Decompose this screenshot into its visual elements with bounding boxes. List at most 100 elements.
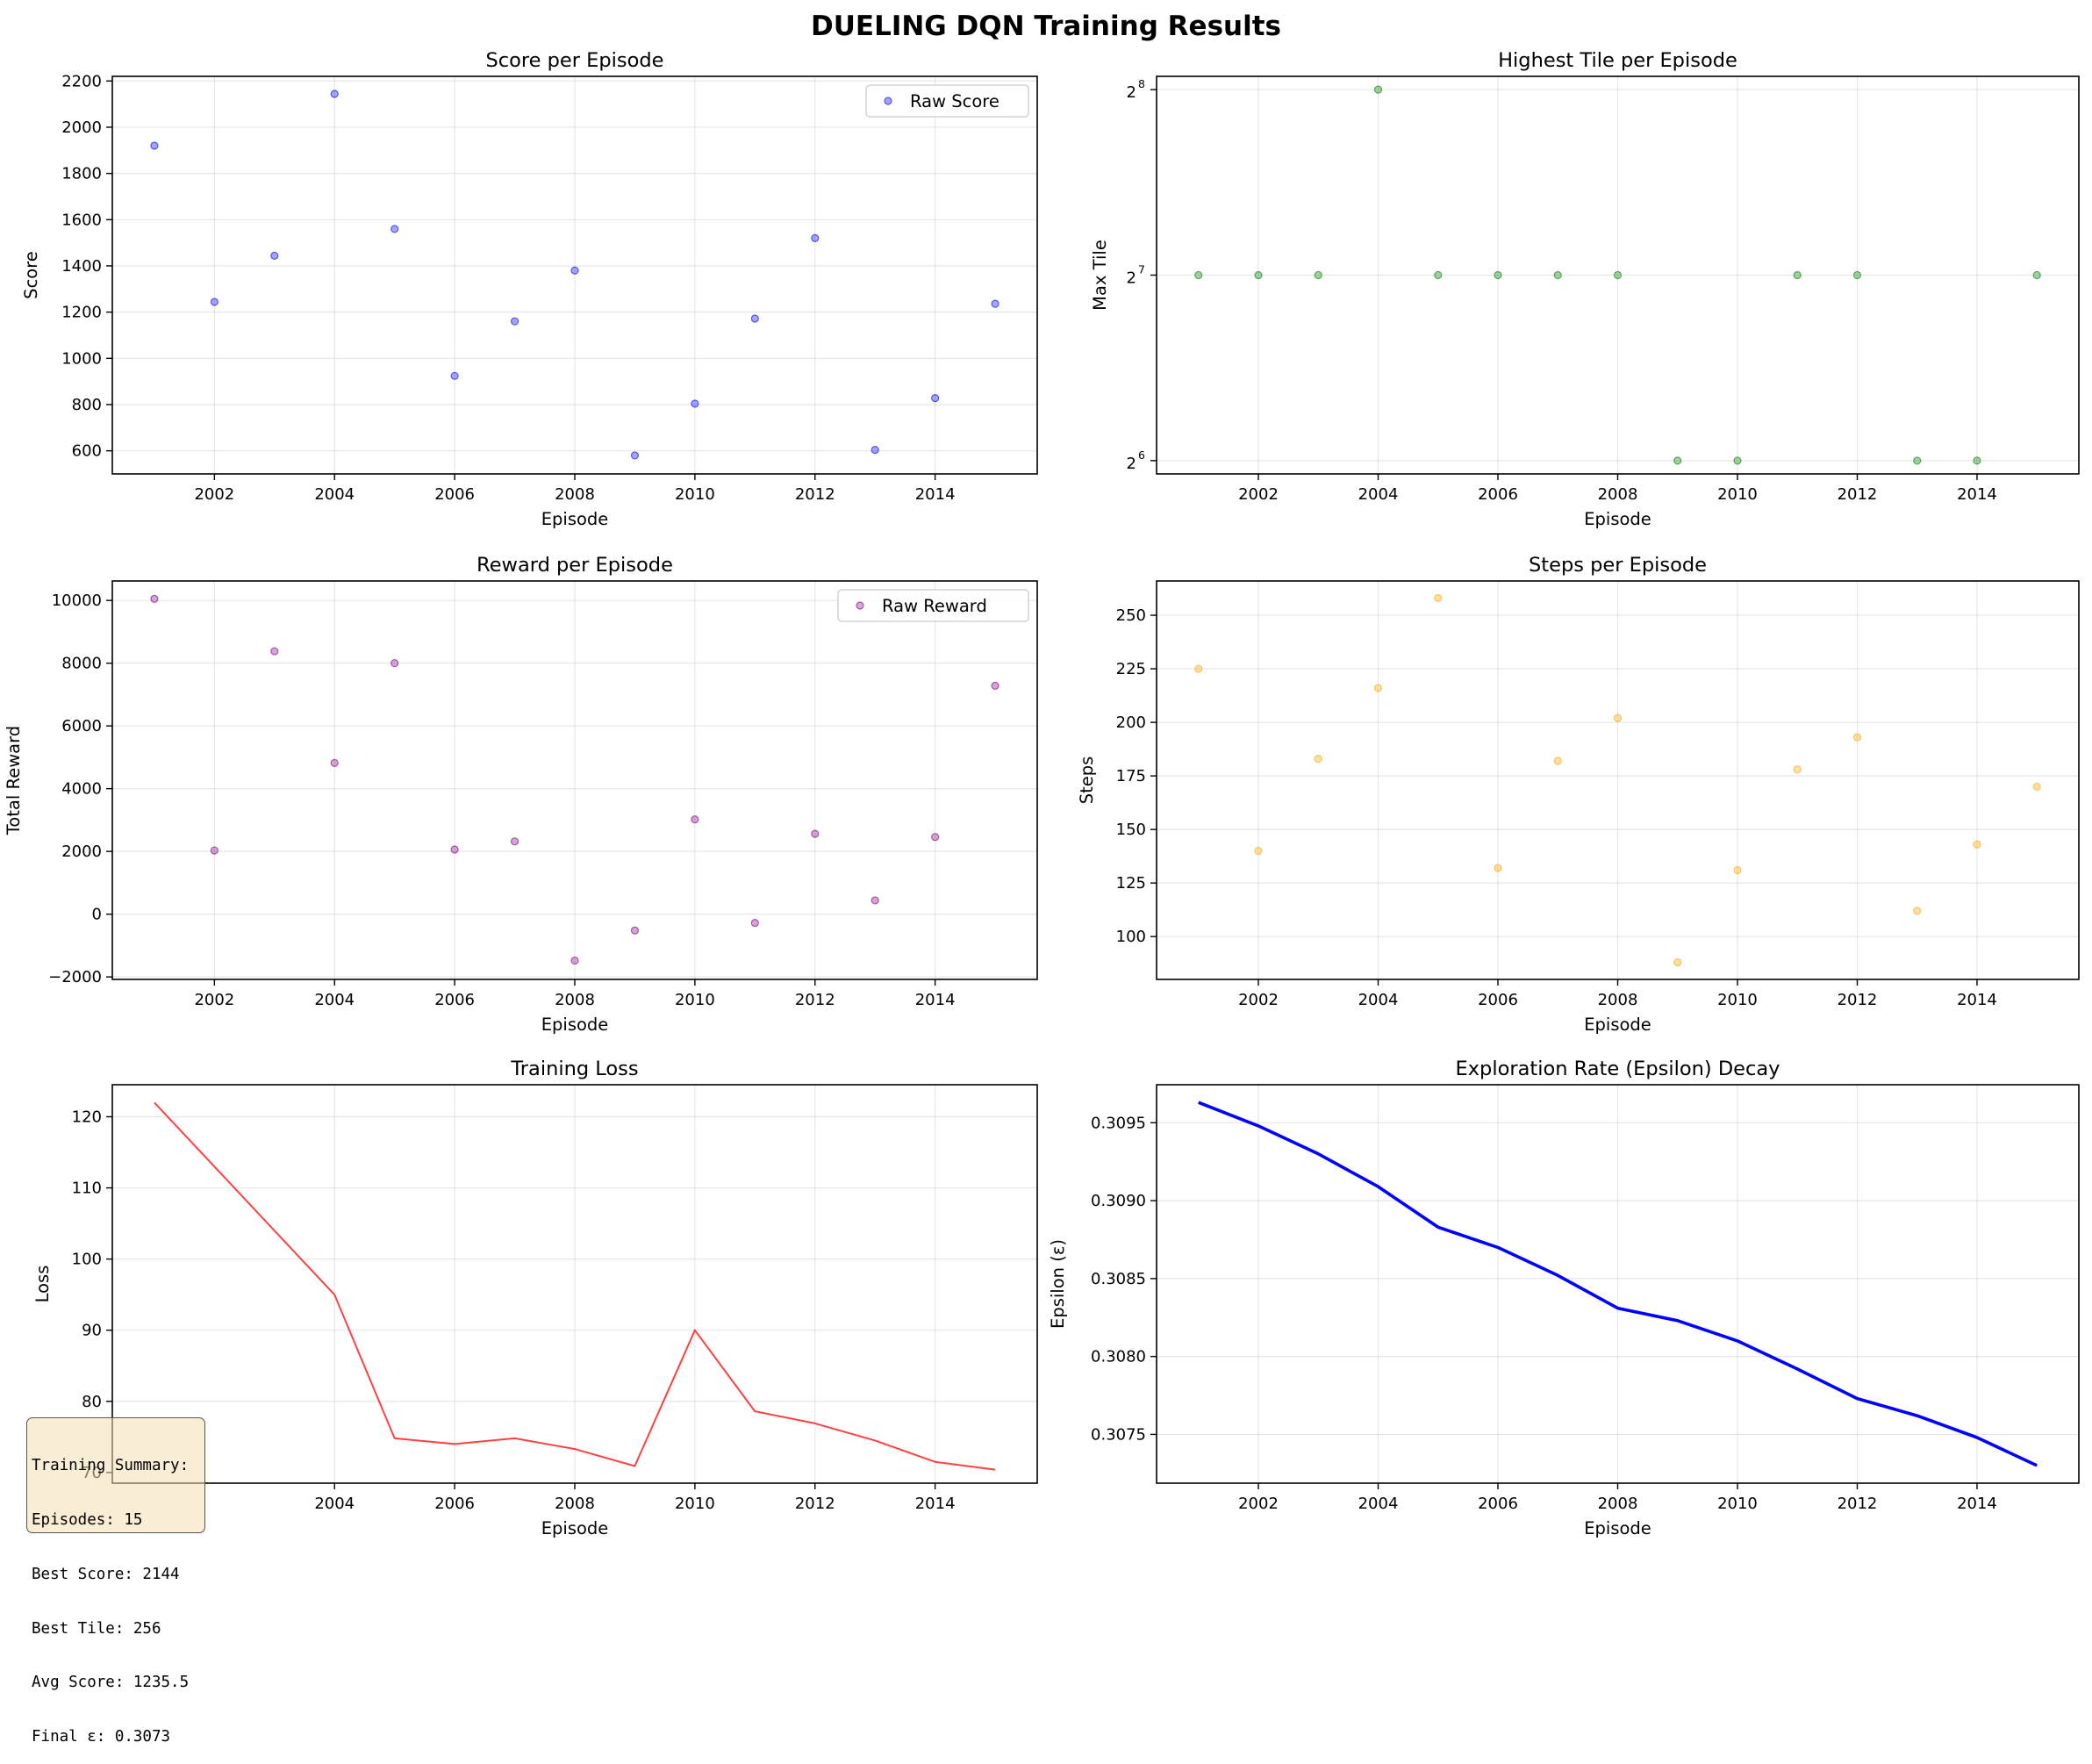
x-tick-label: 2010 xyxy=(1717,485,1758,504)
y-axis-label: Score xyxy=(21,251,41,299)
chart-panel-1: 2002 2004 2006 2008 2010 2012 2014 600 800 1000 12… xyxy=(21,49,1038,529)
data-point xyxy=(1314,754,1322,764)
x-tick-label: 2002 xyxy=(1238,1495,1279,1513)
data-point xyxy=(270,647,279,656)
data-point xyxy=(1373,85,1383,94)
data-point xyxy=(1494,270,1502,280)
x-tick-label: 2006 xyxy=(434,485,475,504)
data-point xyxy=(870,896,879,905)
chart-panel-5: 200420062008201020122014809010011012070T… xyxy=(32,1058,1038,1538)
chart-panel-3: 2002 2004 2006 2008 2010 2012 2014 −2000 0 2000 40… xyxy=(4,554,1038,1035)
data-point xyxy=(150,141,159,150)
y-tick-label: 1400 xyxy=(61,257,102,276)
series-line xyxy=(154,1101,996,1471)
data-point xyxy=(1373,684,1383,692)
summary-line-title: Training Summary: xyxy=(32,1457,190,1475)
data-point xyxy=(1254,270,1263,280)
data-point xyxy=(1553,270,1562,280)
x-axis-label: Episode xyxy=(541,1015,609,1035)
data-point xyxy=(1852,733,1862,742)
data-point xyxy=(450,845,459,854)
data-point xyxy=(570,956,579,965)
x-tick-label: 2010 xyxy=(1717,1495,1758,1513)
series-line xyxy=(1198,1101,2038,1467)
training-summary-box: Training Summary: Episodes: 15 Best Scor… xyxy=(26,1417,205,1746)
data-point xyxy=(210,846,219,855)
y-tick-label: 175 xyxy=(1116,767,1146,785)
y-tick-label: 1000 xyxy=(61,349,102,368)
data-point xyxy=(750,919,759,928)
data-point xyxy=(1733,456,1742,465)
x-tick-label: 2008 xyxy=(1598,991,1638,1009)
data-point xyxy=(390,225,399,233)
y-tick-label: −2000 xyxy=(48,968,102,986)
data-point xyxy=(630,451,640,460)
y-axis-label: Epsilon (ε) xyxy=(1048,1239,1068,1329)
x-tick-label: 2014 xyxy=(915,485,956,504)
y-tick-label: 6000 xyxy=(61,717,102,735)
data-point xyxy=(150,594,159,603)
data-point xyxy=(1973,840,1981,849)
y-tick-label: 110 xyxy=(72,1180,102,1198)
x-tick-label: 2012 xyxy=(1838,991,1878,1009)
y-tick-label: 100 xyxy=(72,1251,102,1269)
data-point xyxy=(630,926,640,935)
data-point xyxy=(1254,846,1263,856)
data-point xyxy=(931,394,940,403)
data-point xyxy=(510,317,519,326)
data-point xyxy=(2032,270,2041,280)
y-tick-label: 0.3080 xyxy=(1091,1348,1146,1366)
data-point xyxy=(270,251,279,260)
data-point xyxy=(931,833,940,842)
x-axis-label: Episode xyxy=(541,509,609,529)
data-point xyxy=(1673,456,1682,465)
figure-title: DUELING DQN Training Results xyxy=(811,11,1281,42)
x-tick-label: 2002 xyxy=(194,991,234,1009)
summary-line-episodes: Episodes: 15 xyxy=(32,1510,143,1529)
data-point xyxy=(691,815,699,824)
y-tick-label: 2 xyxy=(1127,455,1136,473)
y-tick-label-exponent: 6 xyxy=(1138,448,1145,462)
chart-title: Training Loss xyxy=(510,1058,638,1080)
data-point xyxy=(1793,765,1802,774)
x-tick-label: 2010 xyxy=(675,1495,715,1513)
chart-title: Score per Episode xyxy=(485,49,663,72)
y-tick-label: 225 xyxy=(1116,660,1146,678)
data-point xyxy=(570,266,579,275)
data-point xyxy=(210,298,219,306)
summary-line-best-score: Best Score: 2144 xyxy=(32,1565,180,1583)
y-axis-label: Max Tile xyxy=(1090,240,1110,311)
summary-line-avg-score: Avg Score: 1235.5 xyxy=(32,1674,190,1692)
y-tick-label: 2000 xyxy=(61,118,102,137)
x-tick-label: 2004 xyxy=(1358,1495,1399,1513)
y-tick-label: 4000 xyxy=(61,780,102,799)
x-tick-label: 2006 xyxy=(434,1495,475,1513)
data-point xyxy=(1973,456,1981,465)
data-point xyxy=(1913,907,1922,915)
y-tick-label: 0.3095 xyxy=(1091,1114,1146,1132)
summary-line-best-tile: Best Tile: 256 xyxy=(32,1619,161,1638)
x-tick-label: 2004 xyxy=(314,1495,355,1513)
x-tick-label: 2002 xyxy=(194,485,234,504)
y-tick-label: 2200 xyxy=(61,72,102,90)
x-tick-label: 2008 xyxy=(555,485,595,504)
y-tick-label: 8000 xyxy=(61,655,102,673)
x-tick-label: 2014 xyxy=(1957,485,1997,504)
y-tick-label: 0.3085 xyxy=(1091,1270,1146,1288)
x-tick-label: 2004 xyxy=(1358,485,1399,504)
x-tick-label: 2014 xyxy=(1957,1495,1997,1513)
x-tick-label: 2012 xyxy=(795,991,835,1009)
y-tick-label: 0 xyxy=(92,906,102,924)
summary-line-final-epsilon: Final ε: 0.3073 xyxy=(32,1728,171,1746)
y-tick-label: 100 xyxy=(1116,928,1146,946)
data-point xyxy=(1673,957,1682,967)
y-tick-label: 125 xyxy=(1116,874,1146,893)
x-tick-label: 2014 xyxy=(1957,991,1997,1009)
data-point xyxy=(330,90,339,98)
data-point xyxy=(991,681,999,690)
data-point xyxy=(1314,270,1322,280)
x-tick-label: 2008 xyxy=(555,1495,595,1513)
data-point xyxy=(1434,270,1443,280)
x-tick-label: 2002 xyxy=(1238,485,1279,504)
